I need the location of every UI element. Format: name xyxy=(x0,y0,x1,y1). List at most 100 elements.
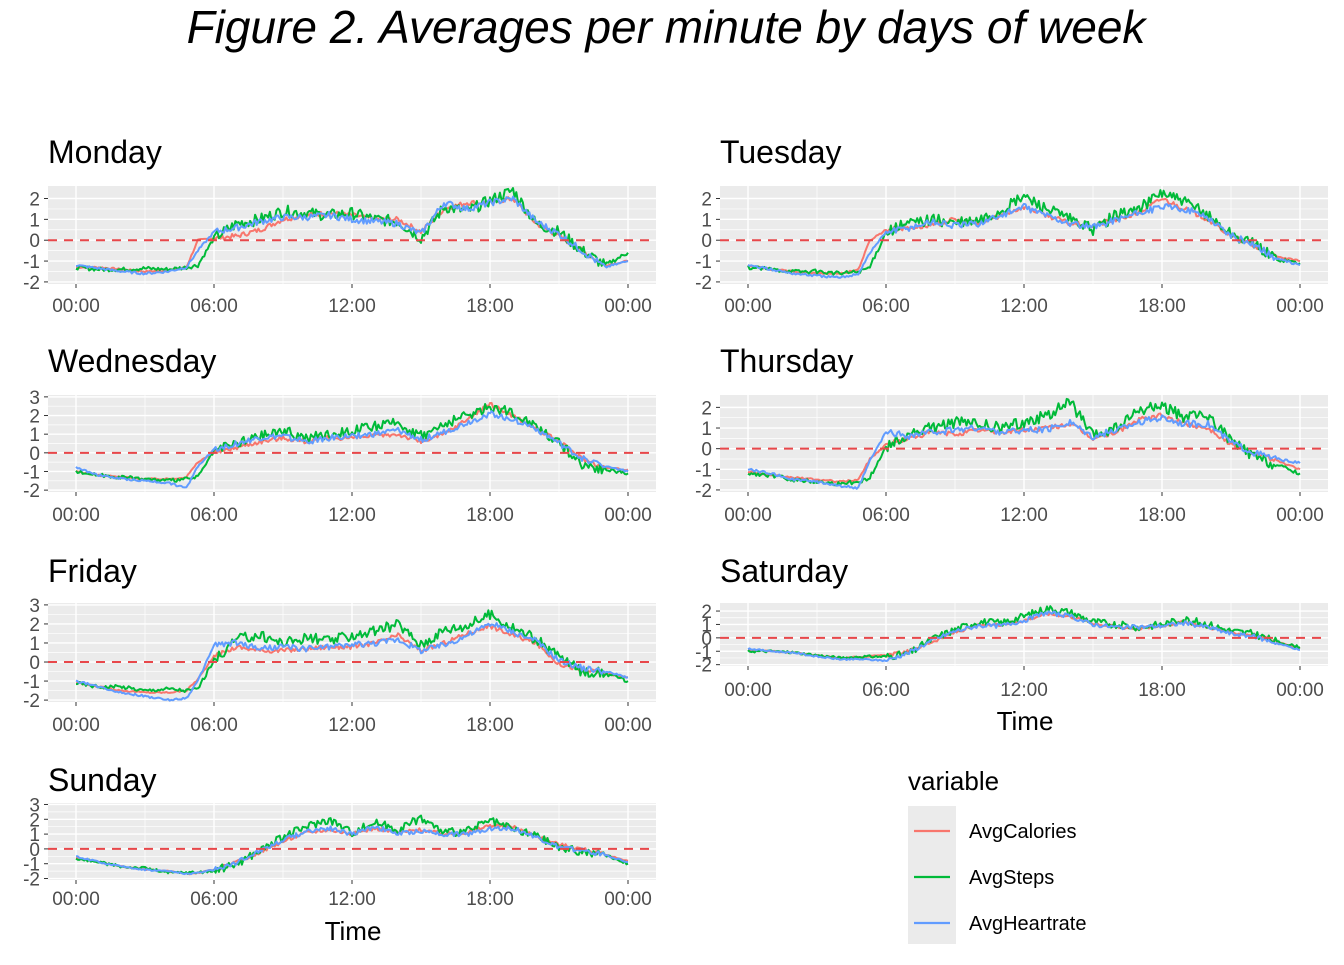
x-tick-label: 00:00 xyxy=(604,296,652,317)
y-tick-label: 1 xyxy=(701,210,712,231)
series-line-avgheartrate xyxy=(747,610,1301,663)
y-tick-label: 0 xyxy=(29,444,40,465)
x-tick-label: 00:00 xyxy=(1276,505,1324,526)
y-tick-label: 2 xyxy=(701,190,712,211)
x-tick-label: 00:00 xyxy=(52,889,100,910)
x-tick-label: 06:00 xyxy=(190,715,238,736)
x-tick-label: 00:00 xyxy=(52,296,100,317)
panel-title: Monday xyxy=(48,134,162,170)
x-tick-label: 12:00 xyxy=(328,296,376,317)
x-tick-label: 18:00 xyxy=(1138,296,1186,317)
x-tick-label: 06:00 xyxy=(190,296,238,317)
y-tick-label: -2 xyxy=(695,273,712,294)
panel-title: Wednesday xyxy=(48,343,216,379)
x-tick-label: 18:00 xyxy=(1138,505,1186,526)
x-tick-label: 18:00 xyxy=(466,296,514,317)
y-tick-label: -2 xyxy=(23,481,40,502)
y-tick-label: 1 xyxy=(29,210,40,231)
y-tick-label: 3 xyxy=(29,596,40,617)
y-tick-label: -1 xyxy=(695,642,712,663)
x-axis-label: Time xyxy=(997,706,1054,736)
series-line-avgheartrate xyxy=(747,202,1301,279)
panel-title: Friday xyxy=(48,553,137,589)
y-tick-label: 0 xyxy=(29,231,40,252)
x-tick-label: 00:00 xyxy=(1276,296,1324,317)
y-tick-label: -1 xyxy=(23,252,40,273)
y-tick-label: 1 xyxy=(29,634,40,655)
x-tick-label: 12:00 xyxy=(328,505,376,526)
x-tick-label: 06:00 xyxy=(190,889,238,910)
x-tick-label: 00:00 xyxy=(1276,680,1324,701)
y-tick-label: 0 xyxy=(29,653,40,674)
series-line-avgheartrate xyxy=(75,195,629,276)
legend-label-avgcalories: AvgCalories xyxy=(969,821,1076,843)
y-tick-label: 1 xyxy=(29,425,40,446)
x-axis-label: Time xyxy=(325,916,382,946)
y-tick-label: 2 xyxy=(29,615,40,636)
series-line-avgheartrate xyxy=(747,414,1301,490)
legend-key-background xyxy=(908,806,956,944)
series-line-avgheartrate xyxy=(75,410,629,489)
legend-title: variable xyxy=(908,766,999,796)
y-tick-label: -2 xyxy=(23,691,40,712)
x-tick-label: 06:00 xyxy=(862,296,910,317)
x-tick-label: 18:00 xyxy=(466,889,514,910)
x-tick-label: 18:00 xyxy=(466,505,514,526)
figure-title: Figure 2. Averages per minute by days of… xyxy=(187,1,1148,53)
legend-label-avgsteps: AvgSteps xyxy=(969,867,1054,889)
x-tick-label: 00:00 xyxy=(724,680,772,701)
x-tick-label: 12:00 xyxy=(1000,680,1048,701)
y-tick-label: 3 xyxy=(29,388,40,409)
panel-title: Thursday xyxy=(720,343,853,379)
x-tick-label: 18:00 xyxy=(1138,680,1186,701)
y-tick-label: 1 xyxy=(29,825,40,846)
y-tick-label: -1 xyxy=(695,252,712,273)
x-tick-label: 00:00 xyxy=(604,505,652,526)
series-line-avgsteps xyxy=(75,814,629,875)
x-tick-label: 12:00 xyxy=(328,715,376,736)
x-tick-label: 12:00 xyxy=(328,889,376,910)
x-tick-label: 00:00 xyxy=(52,715,100,736)
x-tick-label: 12:00 xyxy=(1000,296,1048,317)
x-tick-label: 00:00 xyxy=(52,505,100,526)
y-tick-label: 1 xyxy=(701,419,712,440)
y-tick-label: 2 xyxy=(29,190,40,211)
x-tick-label: 06:00 xyxy=(190,505,238,526)
x-tick-label: 12:00 xyxy=(1000,505,1048,526)
x-tick-label: 18:00 xyxy=(466,715,514,736)
panel-title: Saturday xyxy=(720,553,848,589)
y-tick-label: -2 xyxy=(695,481,712,502)
series-line-avgheartrate xyxy=(75,825,629,876)
series-line-avgcalories xyxy=(747,412,1301,484)
y-tick-label: -1 xyxy=(23,855,40,876)
legend: variable AvgCalories AvgSteps AvgHeartrate xyxy=(908,766,1086,944)
x-tick-label: 00:00 xyxy=(604,715,652,736)
y-tick-label: 0 xyxy=(701,440,712,461)
y-tick-label: 0 xyxy=(701,231,712,252)
x-tick-label: 00:00 xyxy=(724,505,772,526)
y-tick-label: 1 xyxy=(701,615,712,636)
y-tick-label: -2 xyxy=(23,870,40,891)
y-tick-label: 2 xyxy=(29,407,40,428)
x-tick-label: 00:00 xyxy=(604,889,652,910)
y-tick-label: -2 xyxy=(695,656,712,677)
y-tick-label: 2 xyxy=(701,602,712,623)
legend-label-avgheartrate: AvgHeartrate xyxy=(969,913,1086,935)
y-tick-label: -1 xyxy=(695,460,712,481)
y-tick-label: -1 xyxy=(23,462,40,483)
panel-title: Tuesday xyxy=(720,134,842,170)
panel-title: Sunday xyxy=(48,762,157,798)
y-tick-label: 3 xyxy=(29,795,40,816)
y-tick-label: -1 xyxy=(23,672,40,693)
y-tick-label: 0 xyxy=(29,840,40,861)
x-tick-label: 06:00 xyxy=(862,505,910,526)
y-tick-label: 2 xyxy=(701,398,712,419)
